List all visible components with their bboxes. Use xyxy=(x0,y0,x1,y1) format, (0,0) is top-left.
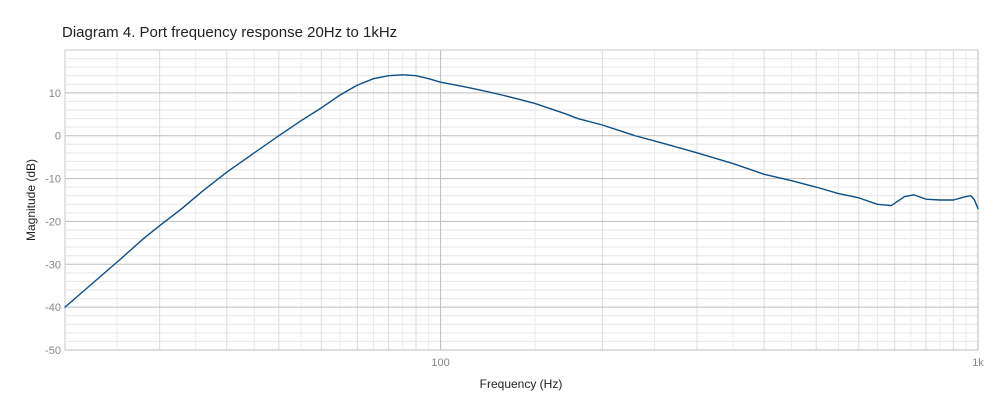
x-tick-label: 1k xyxy=(972,357,984,369)
series-line xyxy=(64,74,979,308)
y-tick-label: -30 xyxy=(45,259,61,271)
plot-area-border xyxy=(64,49,979,351)
y-tick-label: -50 xyxy=(45,345,61,357)
series-layer xyxy=(64,74,979,308)
x-tick-label: 100 xyxy=(431,357,449,369)
y-tick-label: -40 xyxy=(45,302,61,314)
y-tick-label: 10 xyxy=(49,88,61,100)
y-tick-label: 0 xyxy=(55,131,61,143)
x-axis-label: Frequency (Hz) xyxy=(479,377,563,391)
grid-lines xyxy=(64,49,979,351)
y-tick-label: -20 xyxy=(45,216,61,228)
y-tick-label: -10 xyxy=(45,174,61,186)
chart-title: Diagram 4. Port frequency response 20Hz … xyxy=(62,24,398,41)
